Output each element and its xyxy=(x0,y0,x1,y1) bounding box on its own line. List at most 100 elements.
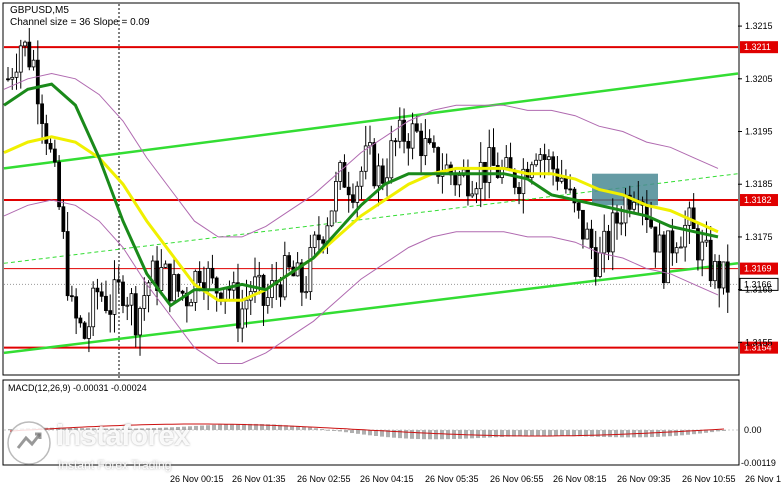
macd-bar xyxy=(230,424,234,430)
macd-bar xyxy=(212,424,216,430)
macd-tick-min: -0.00119 xyxy=(741,458,776,468)
macd-bar xyxy=(164,427,168,430)
candle-body xyxy=(308,247,313,293)
brand-name: instaforex xyxy=(56,420,190,452)
macd-signal-line xyxy=(9,423,725,437)
y-tick-label: 1.3215 xyxy=(745,21,773,31)
candle-body xyxy=(521,168,526,195)
candle-body xyxy=(474,188,479,195)
candle-body xyxy=(35,59,40,105)
candle-body xyxy=(593,247,598,277)
macd-bar xyxy=(98,428,102,430)
candle-body xyxy=(18,45,23,73)
candle-body xyxy=(406,140,411,149)
candle-body xyxy=(683,224,688,248)
candle-body xyxy=(210,267,215,279)
candle-body xyxy=(155,260,159,291)
brand-watermark: instaforex Instant Forex Trading xyxy=(4,418,194,488)
macd-bar xyxy=(86,428,90,430)
macd-bar xyxy=(320,429,324,431)
macd-bar xyxy=(584,430,588,437)
candle-body xyxy=(40,103,44,124)
macd-bar xyxy=(242,423,246,430)
candle-body xyxy=(142,295,147,309)
ma-slow-line xyxy=(3,135,719,302)
macd-bar xyxy=(68,427,72,430)
candle-body xyxy=(329,210,334,227)
macd-bar xyxy=(206,425,210,430)
macd-bar xyxy=(482,430,486,438)
macd-bar xyxy=(134,428,138,430)
macd-bar xyxy=(650,430,654,438)
candle-body xyxy=(363,145,368,172)
envelope-lower-line xyxy=(3,199,719,364)
candle-body xyxy=(125,304,130,307)
macd-series xyxy=(4,423,738,440)
candle-body xyxy=(253,276,257,292)
macd-bar xyxy=(674,430,678,436)
candle-body xyxy=(104,295,108,311)
macd-bar xyxy=(620,430,624,438)
current-price-label: 1.3166 xyxy=(744,279,772,289)
candle-body xyxy=(589,228,594,248)
candle-body xyxy=(704,239,709,243)
macd-bar xyxy=(92,428,96,430)
candle-body xyxy=(708,239,713,282)
y-tick-label: 1.3155 xyxy=(745,337,773,347)
candle-body xyxy=(487,147,492,183)
candle-body xyxy=(99,291,104,297)
macd-panel: 0.00 -0.00119 xyxy=(2,379,776,468)
macd-bar xyxy=(428,430,432,440)
macd-bar xyxy=(566,430,570,437)
candle-body xyxy=(355,185,360,203)
candle-body xyxy=(133,293,138,336)
candle-body xyxy=(606,230,611,253)
candle-body xyxy=(299,262,304,293)
candle-body xyxy=(78,317,83,324)
macd-bar xyxy=(284,425,288,430)
macd-bar xyxy=(386,430,390,438)
macd-bar xyxy=(554,430,558,436)
candle-body xyxy=(82,322,87,339)
candle-body xyxy=(551,156,556,170)
macd-bar xyxy=(278,424,282,430)
candle-body xyxy=(542,154,547,160)
candle-body xyxy=(214,277,219,294)
candle-body xyxy=(121,281,125,306)
macd-bar xyxy=(434,430,438,440)
macd-bar xyxy=(380,430,384,437)
candle-body xyxy=(167,263,172,302)
macd-bar xyxy=(128,428,132,430)
macd-bar xyxy=(122,428,126,430)
candle-body xyxy=(304,291,309,294)
candle-body xyxy=(457,174,462,186)
candle-body xyxy=(427,138,432,144)
price-panel: 1.3211 1.3182 1.3169 1.3154 1.3166 1.3215 1.3… xyxy=(2,2,779,468)
candle-body xyxy=(700,241,705,261)
x-tick-label: 26 Nov 08:15 xyxy=(553,474,607,484)
channel-upper-line xyxy=(3,72,739,170)
chart-symbol: GBPUSD,M5 xyxy=(10,5,69,16)
candle-body xyxy=(436,147,441,177)
macd-bar xyxy=(722,430,726,431)
macd-bar xyxy=(410,430,414,439)
level-lines: 1.3211 1.3182 1.3169 1.3154 1.3166 xyxy=(4,41,779,354)
macd-bar xyxy=(260,424,264,430)
macd-bar xyxy=(290,425,294,430)
macd-bar xyxy=(8,429,12,430)
candle-body xyxy=(529,164,534,178)
macd-bar xyxy=(686,430,690,435)
macd-bar xyxy=(548,430,552,436)
brand-logo-icon xyxy=(7,421,51,465)
candle-body xyxy=(159,267,164,291)
candle-body xyxy=(414,123,419,132)
candle-body xyxy=(180,290,185,294)
candle-body xyxy=(657,234,662,253)
candle-body xyxy=(568,188,573,191)
macd-bar xyxy=(368,430,372,436)
x-tick-label: 26 Nov 12:15 xyxy=(745,474,781,484)
macd-bar xyxy=(140,428,144,430)
candle-body xyxy=(52,148,57,163)
candle-body xyxy=(69,295,74,298)
candle-body xyxy=(585,228,590,240)
